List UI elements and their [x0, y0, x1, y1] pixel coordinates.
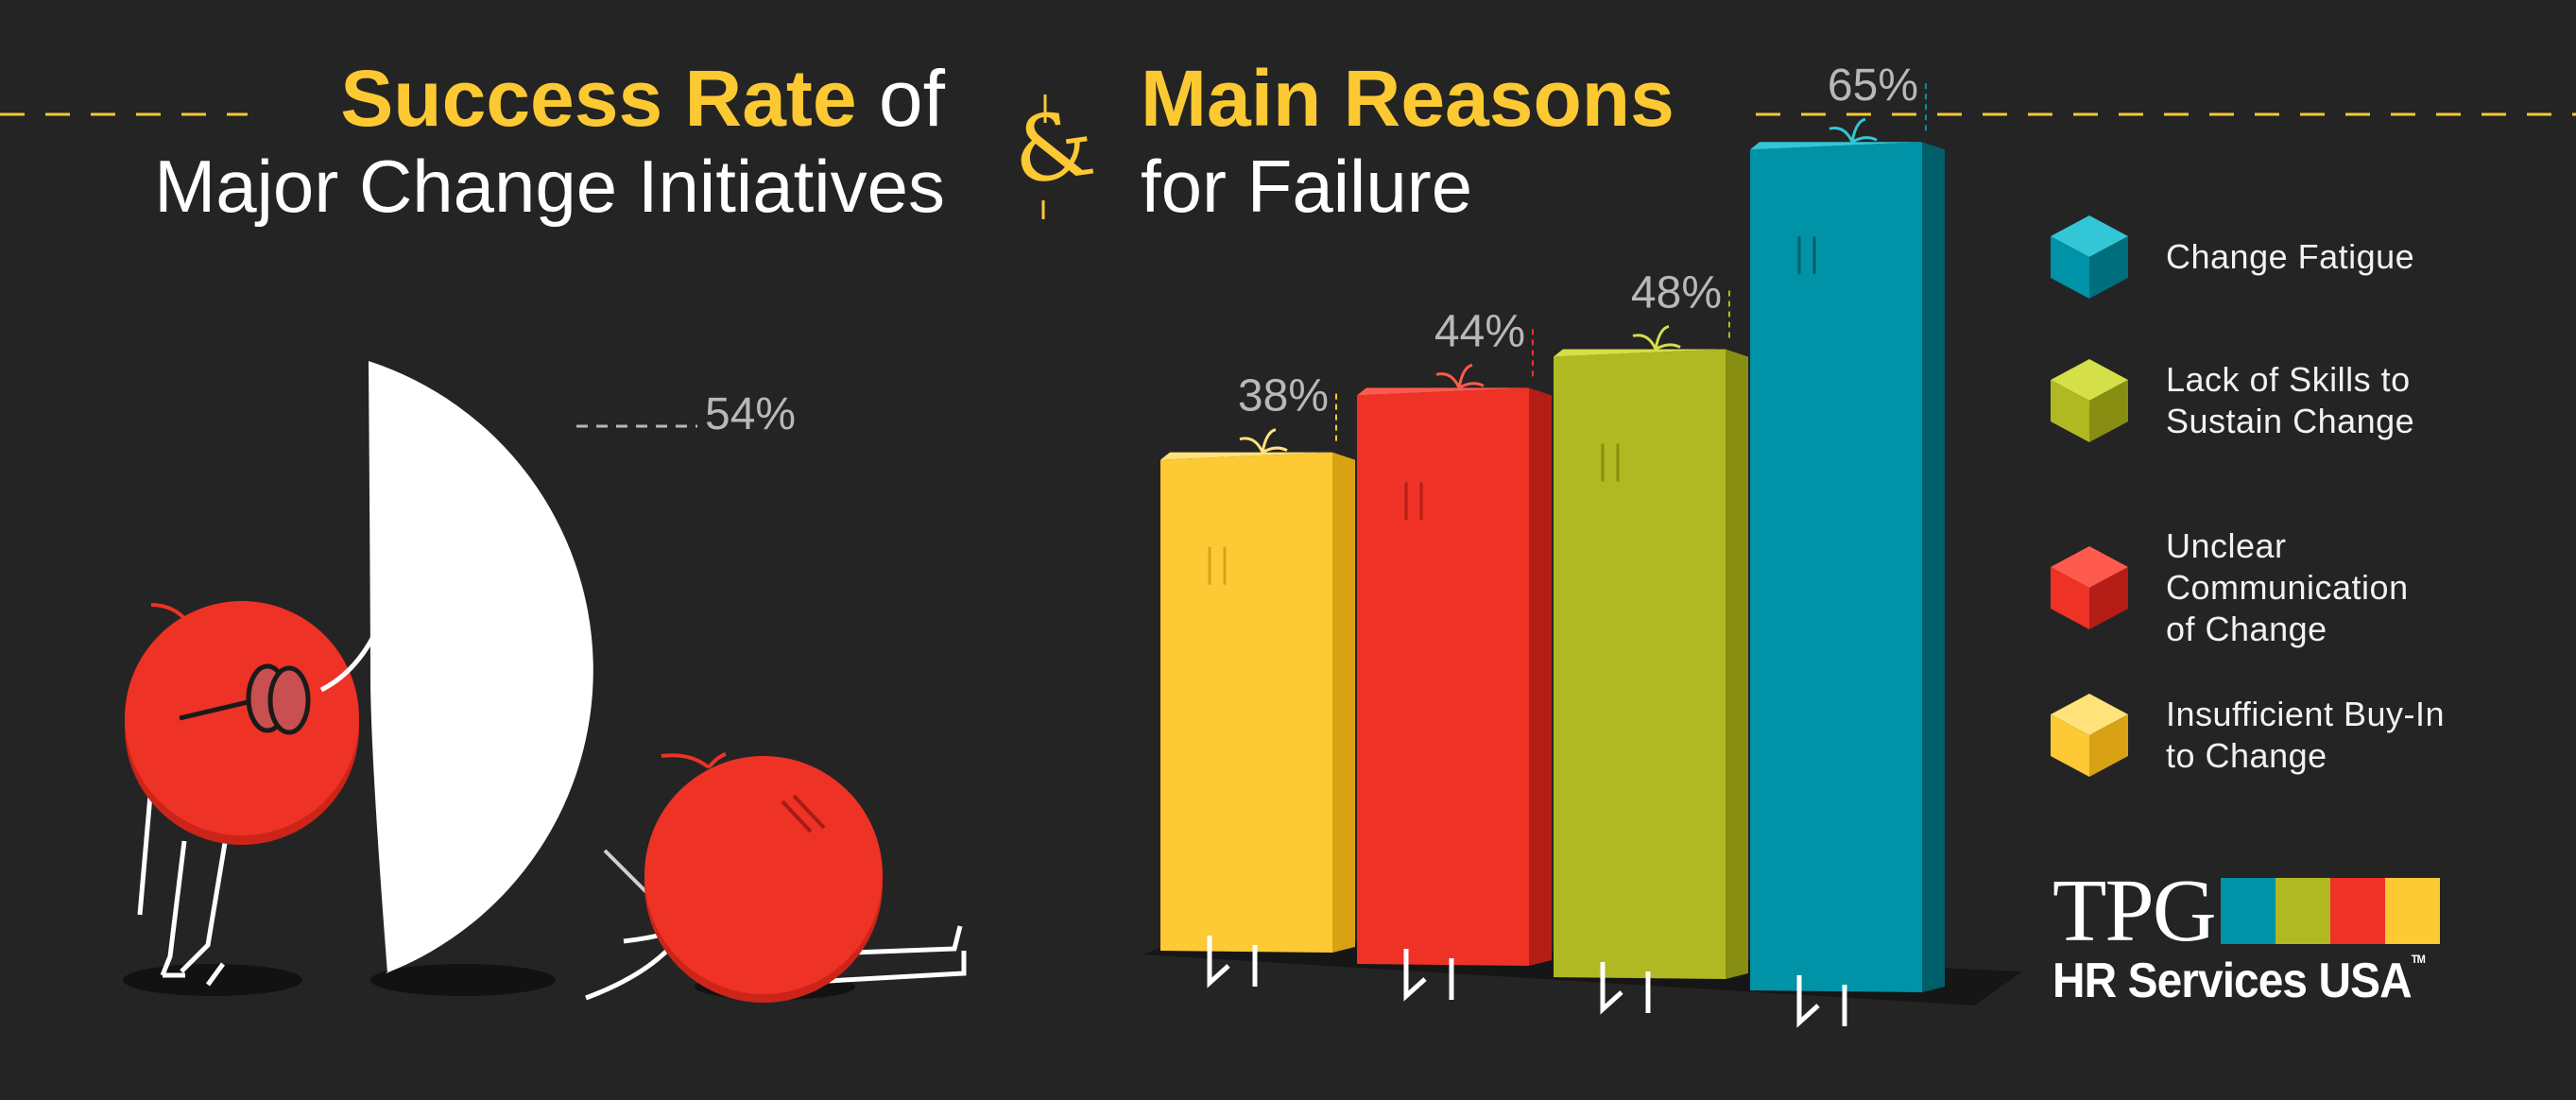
bar-hair [1239, 428, 1288, 454]
bar-2: 48% [1554, 267, 1748, 1015]
bar-hair [1632, 324, 1681, 351]
bar-front [1750, 142, 1922, 992]
bar-side [1332, 452, 1355, 953]
legend-item-unclear-communication: Unclear Communication of Change [2051, 525, 2409, 650]
success-rate-pie: 54% [123, 361, 855, 1000]
bar-value-label: 38% [1238, 371, 1329, 421]
bar-value-label: 48% [1631, 267, 1722, 318]
character-right [585, 752, 967, 1003]
logo-stripe [2384, 878, 2440, 944]
red-cube-icon [2051, 545, 2128, 629]
legend-label: Insufficient Buy-In to Change [2166, 695, 2445, 775]
logo-color-stripes [2220, 878, 2440, 944]
bar-hair [1435, 363, 1485, 389]
yellow-cube-icon [2051, 694, 2128, 777]
left-title-highlight: Success Rate [340, 54, 857, 143]
bar-value-label: 44% [1434, 306, 1525, 356]
bar-front [1554, 349, 1726, 979]
bar-leg [1403, 949, 1427, 1002]
legend-label: Lack of Skills to Sustain Change [2166, 360, 2415, 440]
bar-3: 65% [1750, 60, 1945, 1028]
legend-label: Change Fatigue [2166, 237, 2415, 277]
bar-side [1922, 142, 1945, 992]
failure-reasons-bar-chart: 38% 44% 48% 65% [1142, 60, 2022, 1028]
bar-hair [1829, 117, 1878, 144]
legend-label: Unclear Communication of Change [2166, 526, 2409, 648]
bar-front [1357, 387, 1529, 966]
right-title-line2: for Failure [1141, 145, 1473, 228]
left-title-rest: of [856, 54, 945, 143]
character-left [125, 566, 400, 987]
teal-cube-icon [2051, 215, 2128, 299]
green-cube-icon [2051, 359, 2128, 442]
bar-1: 44% [1357, 306, 1552, 1002]
logo-subtitle: HR Services USATM [2052, 953, 2435, 1009]
bar-side [1726, 349, 1748, 979]
tpg-logo: TPG HR Services USATM [2052, 862, 2468, 1009]
pie-slice-success [369, 361, 593, 973]
logo-stripe [2275, 878, 2330, 944]
right-title-highlight: Main Reasons [1141, 54, 1674, 143]
left-title-line2: Major Change Initiatives [154, 145, 945, 228]
bar-top [1750, 142, 1945, 150]
bar-value-label: 65% [1828, 60, 1918, 111]
bar-leg [1207, 936, 1230, 988]
logo-subtitle-text: HR Services USA [2052, 954, 2413, 1008]
legend-item-lack-of-skills: Lack of Skills to Sustain Change [2051, 359, 2414, 442]
right-title: Main Reasons for Failure [1141, 59, 1802, 223]
bar-leg [1796, 975, 1820, 1028]
bar-top [1554, 349, 1748, 357]
legend-item-change-fatigue: Change Fatigue [2051, 215, 2414, 299]
bar-top [1160, 452, 1355, 460]
pie-value-label: 54% [705, 389, 796, 439]
bar-0: 38% [1160, 371, 1355, 988]
logo-tpg-text: TPG [2052, 862, 2217, 960]
bar-front [1160, 452, 1332, 953]
bar-top [1357, 387, 1552, 396]
legend-item-insufficient-buy-in: Insufficient Buy-In to Change [2051, 694, 2445, 777]
logo-stripe [2329, 878, 2385, 944]
logo-stripe [2220, 878, 2275, 944]
bar-side [1529, 387, 1552, 966]
bar-leg [1600, 962, 1623, 1015]
ampersand-glyph: & [1005, 89, 1101, 206]
logo-trademark: TM [2411, 953, 2426, 966]
pie-shadow [370, 964, 556, 996]
left-title: Success Rate of Major Change Initiatives [0, 59, 945, 223]
